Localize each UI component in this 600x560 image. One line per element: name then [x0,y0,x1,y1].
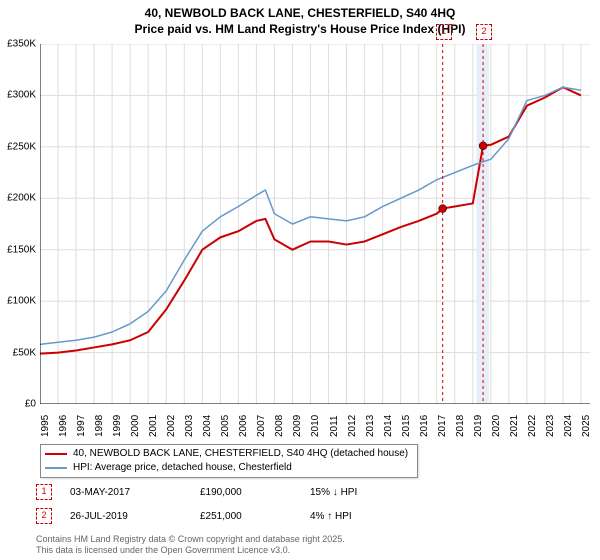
x-tick-label: 2013 [365,415,376,437]
title-line2: Price paid vs. HM Land Registry's House … [135,22,466,36]
x-tick-label: 2022 [527,415,538,437]
footer-line2: This data is licensed under the Open Gov… [36,545,290,555]
x-tick-label: 2017 [437,415,448,437]
x-tick-label: 2010 [310,415,321,437]
sale-delta: 4% ↑ HPI [310,511,400,522]
legend-swatch [45,453,67,455]
chart-container: 40, NEWBOLD BACK LANE, CHESTERFIELD, S40… [0,0,600,560]
x-tick-label: 2023 [545,415,556,437]
x-tick-label: 2001 [148,415,159,437]
sale-price: £190,000 [200,487,310,498]
x-tick-label: 2008 [274,415,285,437]
x-tick-label: 2014 [383,415,394,437]
legend-label: HPI: Average price, detached house, Ches… [73,461,292,475]
legend-item: HPI: Average price, detached house, Ches… [45,461,413,475]
x-tick-label: 2015 [401,415,412,437]
chart-title: 40, NEWBOLD BACK LANE, CHESTERFIELD, S40… [0,0,600,37]
x-tick-label: 1995 [40,415,51,437]
x-tick-label: 2021 [509,415,520,437]
sale-delta: 15% ↓ HPI [310,487,400,498]
y-tick-label: £200K [0,193,36,204]
x-tick-label: 1997 [76,415,87,437]
sale-row: 1 03-MAY-2017 £190,000 15% ↓ HPI [36,484,400,500]
x-tick-label: 2012 [347,415,358,437]
x-tick-label: 1998 [94,415,105,437]
sale-marker-1: 1 [36,484,52,500]
footer: Contains HM Land Registry data © Crown c… [36,534,576,557]
x-tick-label: 2009 [292,415,303,437]
x-tick-label: 2020 [491,415,502,437]
y-tick-label: £350K [0,39,36,50]
x-tick-label: 2007 [256,415,267,437]
legend-label: 40, NEWBOLD BACK LANE, CHESTERFIELD, S40… [73,447,408,461]
x-tick-label: 2002 [166,415,177,437]
sale-date: 03-MAY-2017 [70,487,200,498]
sale-marker-2: 2 [36,508,52,524]
x-tick-label: 2019 [473,415,484,437]
x-tick-label: 1996 [58,415,69,437]
line-chart [40,44,590,404]
legend: 40, NEWBOLD BACK LANE, CHESTERFIELD, S40… [40,444,418,478]
x-tick-label: 2004 [202,415,213,437]
legend-item: 40, NEWBOLD BACK LANE, CHESTERFIELD, S40… [45,447,413,461]
chart-marker-2: 2 [476,24,492,40]
y-tick-label: £250K [0,141,36,152]
x-tick-label: 2005 [220,415,231,437]
x-tick-label: 2006 [238,415,249,437]
title-line1: 40, NEWBOLD BACK LANE, CHESTERFIELD, S40… [145,6,456,20]
y-tick-label: £100K [0,296,36,307]
y-tick-label: £50K [0,347,36,358]
x-tick-label: 2018 [455,415,466,437]
legend-swatch [45,467,67,469]
chart-area: £0£50K£100K£150K£200K£250K£300K£350K 199… [40,44,590,404]
x-tick-label: 2024 [563,415,574,437]
x-tick-label: 2011 [329,415,340,437]
sale-price: £251,000 [200,511,310,522]
sale-row: 2 26-JUL-2019 £251,000 4% ↑ HPI [36,508,400,524]
x-tick-label: 2016 [419,415,430,437]
chart-marker-1: 1 [436,24,452,40]
x-tick-label: 2003 [184,415,195,437]
y-tick-label: £150K [0,244,36,255]
x-tick-label: 2025 [581,415,592,437]
sale-date: 26-JUL-2019 [70,511,200,522]
footer-line1: Contains HM Land Registry data © Crown c… [36,534,345,544]
x-tick-label: 2000 [130,415,141,437]
y-tick-label: £300K [0,90,36,101]
x-tick-label: 1999 [112,415,123,437]
y-tick-label: £0 [0,399,36,410]
